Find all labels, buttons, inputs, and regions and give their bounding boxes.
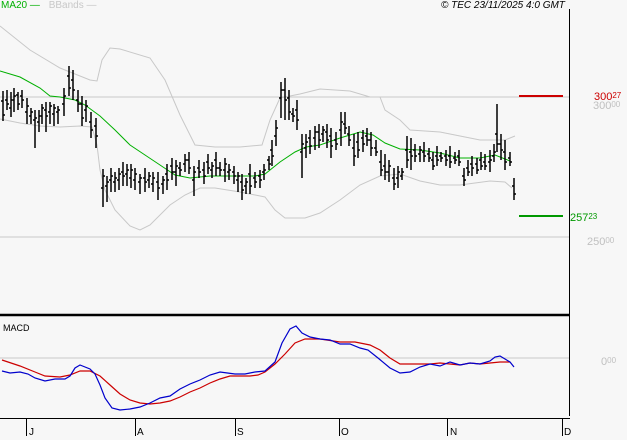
legend-bbands: BBands — — [48, 0, 97, 11]
resistance-label: 30027 — [594, 91, 622, 103]
month-label-aug: A — [137, 427, 144, 438]
month-label-oct: O — [341, 427, 349, 438]
y-axis-label-300: 30000 — [593, 100, 621, 112]
y-axis-label-250: 25000 — [587, 236, 615, 248]
month-label-dec: D — [564, 427, 572, 438]
ohlc-bars — [1, 66, 516, 207]
support-label: 25723 — [570, 212, 598, 224]
chart-legend: MA20 — BBands — — [1, 0, 97, 11]
macd-zero-label: 000 — [601, 356, 617, 368]
bband-lower — [0, 118, 513, 231]
macd-line — [1, 325, 515, 411]
copyright-timestamp: © TEC 23/11/2025 4:0 GMT — [441, 0, 565, 11]
legend-ma20: MA20 — — [1, 0, 40, 11]
macd-title: MACD — [3, 323, 30, 333]
month-label-nov: N — [450, 427, 458, 438]
bband-upper — [0, 25, 516, 148]
month-label-jul: J — [29, 427, 34, 438]
month-label-sep: S — [237, 427, 244, 438]
